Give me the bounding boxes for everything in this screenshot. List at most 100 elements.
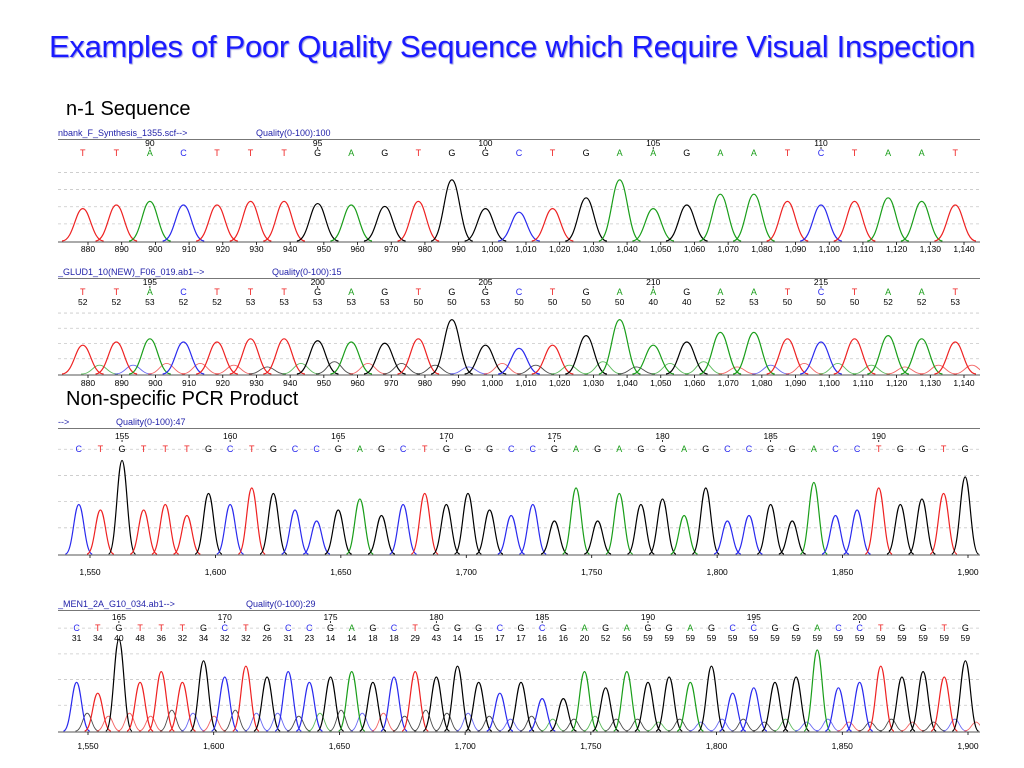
trace-peak [900,200,943,242]
quality-score: 26 [262,633,272,643]
base-call: T [141,444,147,454]
trace-peak [453,492,482,555]
noise-peak [265,712,290,732]
noise-peak [919,364,957,375]
quality-score: 50 [816,297,826,307]
scan-number: 1,010 [515,244,537,254]
base-call: T [785,148,791,158]
trace-peak [330,341,373,375]
trace-peak [761,681,789,732]
base-call: G [897,444,904,454]
base-call: C [856,623,863,633]
trace-peak [84,692,112,732]
scan-number: 880 [81,244,95,254]
noise-peak [287,715,311,732]
base-call: G [702,444,709,454]
trace-peak [128,200,171,242]
trace-peak [196,341,238,375]
scan-number: 1,550 [77,741,99,751]
trace-peak [196,204,238,242]
trace-peak [951,476,980,555]
quality-score: 50 [514,297,524,307]
quality-score: 52 [917,297,927,307]
trace-peak [216,503,245,555]
trace-peak [565,334,608,375]
quality-score: 14 [453,633,463,643]
base-call: G [659,444,666,454]
base-call: T [249,444,255,454]
trace-peak [632,344,675,375]
trace-peak [229,338,272,375]
position-number: 190 [641,612,655,622]
quality-score: 53 [145,297,155,307]
trace-peak [713,520,742,555]
scan-number: 920 [216,244,230,254]
trace-peak [719,692,747,732]
noise-peak [953,364,980,375]
quality-score: 31 [72,633,82,643]
trace-peak [803,649,831,732]
scan-number: 1,030 [583,244,605,254]
noise-peak [604,718,628,732]
position-number: 175 [323,612,337,622]
trace-peak [735,514,763,555]
base-call: T [184,444,190,454]
noise-peak [667,718,692,732]
base-call: T [95,623,101,633]
base-call: C [832,444,839,454]
quality-score: 50 [447,297,457,307]
scan-number: 1,080 [751,244,773,254]
quality-score: 43 [432,633,442,643]
scan-number: 980 [418,244,432,254]
base-call: C [516,287,523,297]
trace-peak [295,681,324,732]
trace-peak [934,204,977,242]
quality-score: 40 [648,297,658,307]
quality-score: 50 [414,297,424,307]
base-call: C [313,444,320,454]
scan-number: 1,060 [684,378,706,388]
trace-peak [302,520,331,555]
noise-peak [248,366,286,375]
scan-number: 1,010 [515,378,537,388]
position-number: 195 [747,612,761,622]
base-call: A [681,444,687,454]
scan-number: 1,750 [581,567,603,577]
base-call: A [751,287,757,297]
noise-peak [498,718,523,732]
noise-peak [921,721,946,732]
trace-peak [864,487,893,555]
noise-peak [477,715,502,732]
trace-peak [655,676,683,732]
base-call: C [227,444,234,454]
quality-score: 59 [664,633,674,643]
noise-peak [773,718,798,732]
noise-peak [900,721,925,732]
base-call: G [115,623,122,633]
trace-peak [410,492,439,555]
quality-score-label: Quality(0-100):100 [256,128,331,138]
trace-peak [397,338,440,375]
base-call: T [137,623,143,633]
noise-peak [879,718,904,732]
base-call: A [919,287,925,297]
base-call: A [650,287,656,297]
trace-peak [867,665,895,732]
base-call: C [285,623,292,633]
position-number: 210 [646,278,660,287]
scan-number: 1,700 [456,567,478,577]
noise-peak [138,715,163,732]
scan-number: 1,120 [886,244,908,254]
base-call: A [581,623,587,633]
base-call: C [73,623,80,633]
trace-peak [907,498,936,555]
base-call: A [814,623,820,633]
chromatogram-panel: nbank_F_Synthesis_1355.scf--> Quality(0-… [58,127,980,257]
base-call: T [952,148,958,158]
trace-peak [263,338,306,375]
noise-peak [562,718,586,732]
trace-peak [778,520,806,555]
trace-peak [800,204,842,242]
position-number: 165 [112,612,126,622]
trace-peak [562,487,591,555]
